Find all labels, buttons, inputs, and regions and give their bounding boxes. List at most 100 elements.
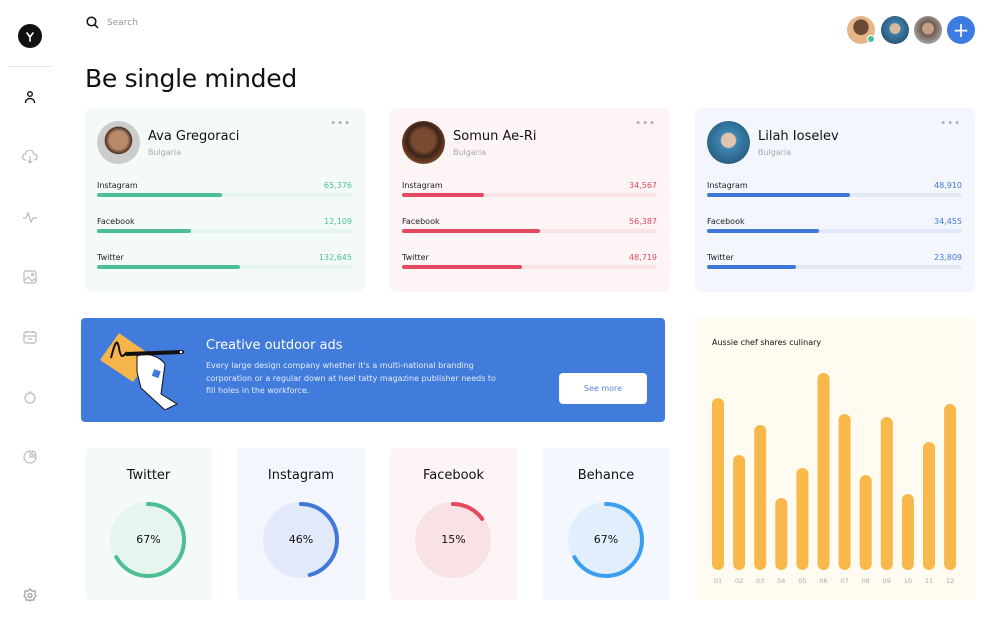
stat-card-percent: 15% [441, 533, 466, 546]
stat-label: Twitter [97, 253, 124, 262]
stat-twitter: Twitter 132,645 [97, 253, 352, 269]
stat-value: 48,910 [934, 181, 962, 190]
signing-hand-illustration [100, 333, 184, 410]
bar-11 [923, 442, 935, 570]
ring-background [262, 502, 339, 578]
progress-fill [97, 229, 192, 233]
search-input[interactable]: Search [107, 17, 138, 28]
bar-12 [944, 404, 957, 570]
progress-fill [97, 265, 240, 269]
timer-icon[interactable] [20, 387, 40, 407]
ring-background [415, 502, 491, 578]
progress-bar [402, 229, 657, 233]
more-options-icon[interactable]: ••• [635, 118, 656, 129]
activity-icon[interactable] [20, 207, 40, 227]
avatar [97, 121, 140, 164]
stat-card-facebook: Facebook 15% [390, 448, 517, 600]
stat-value: 132,645 [318, 253, 352, 262]
sidebar [0, 0, 60, 625]
more-options-icon[interactable]: ••• [330, 118, 351, 129]
x-tick-label: 01 [714, 577, 722, 585]
progress-fill [707, 193, 850, 197]
stat-label: Facebook [402, 217, 440, 226]
stat-value: 65,376 [324, 181, 352, 190]
more-options-icon[interactable]: ••• [940, 118, 961, 129]
bar-05 [796, 468, 809, 570]
bar-chart: 01 02 03 04 05 06 07 08 09 10 11 12 [712, 373, 957, 585]
stat-instagram: Instagram 65,376 [97, 181, 352, 197]
page-title: Be single minded [85, 64, 297, 93]
online-status-icon [867, 35, 875, 43]
profile-country: Bulgaria [148, 148, 182, 157]
stat-label: Facebook [707, 217, 745, 226]
stat-value: 56,387 [629, 217, 657, 226]
profile-icon[interactable] [20, 87, 40, 107]
bar-chart-card: Aussie chef shares culinary 01 02 03 04 05 06… [695, 318, 975, 600]
profile-country: Bulgaria [758, 148, 792, 157]
stat-label: Instagram [97, 181, 138, 190]
x-tick-label: 05 [798, 577, 806, 585]
ring-background [567, 502, 644, 578]
avatar [707, 121, 750, 164]
bar-06 [817, 373, 830, 570]
pie-chart-icon[interactable] [20, 447, 40, 467]
stat-twitter: Twitter 23,809 [707, 253, 962, 269]
profile-name: Lilah Ioselev [758, 129, 839, 144]
stat-card-percent: 67% [136, 533, 161, 546]
settings-icon[interactable] [20, 585, 40, 605]
profile-country: Bulgaria [453, 148, 487, 157]
stat-card-percent: 46% [288, 533, 314, 546]
logo-icon[interactable] [18, 24, 42, 48]
x-tick-label: 12 [946, 577, 954, 585]
stat-label: Twitter [402, 253, 429, 262]
bar-03 [754, 425, 767, 570]
avatar[interactable] [914, 16, 942, 44]
x-tick-label: 04 [777, 577, 785, 585]
sidebar-divider [8, 66, 52, 67]
stat-card-behance: Behance 67% [542, 448, 670, 600]
stat-instagram: Instagram 48,910 [707, 181, 962, 197]
progress-fill [402, 265, 522, 269]
x-tick-label: 10 [904, 577, 912, 585]
bar-08 [859, 475, 872, 570]
progress-bar [97, 265, 352, 269]
stat-value: 34,567 [629, 181, 657, 190]
calendar-icon[interactable] [20, 327, 40, 347]
x-tick-label: 09 [883, 577, 891, 585]
bar-01 [712, 398, 724, 570]
progress-fill [707, 229, 820, 233]
bar-07 [838, 414, 851, 570]
stat-card-title: Behance [577, 468, 635, 483]
ring-arc [262, 502, 339, 578]
stat-twitter: Twitter 48,719 [402, 253, 657, 269]
stat-card-title: Instagram [267, 468, 335, 483]
stat-facebook: Facebook 34,455 [707, 217, 962, 233]
progress-ring [110, 502, 186, 578]
profile-card: Lilah Ioselev Bulgaria ••• Instagram 48,… [695, 108, 975, 292]
progress-bar [402, 193, 657, 197]
search-bar[interactable]: Search [86, 16, 138, 29]
ring-arc [110, 502, 186, 578]
image-icon[interactable] [20, 267, 40, 287]
stat-card-instagram: Instagram 46% [237, 448, 365, 600]
bar-04 [775, 498, 788, 570]
progress-bar [97, 193, 352, 197]
bar-10 [901, 494, 914, 570]
progress-bar [707, 265, 962, 269]
see-more-button[interactable]: See more [559, 373, 647, 404]
bar-02 [733, 455, 746, 570]
x-tick-label: 03 [756, 577, 764, 585]
avatar [402, 121, 445, 164]
profile-card: Ava Gregoraci Bulgaria ••• Instagram 65,… [85, 108, 365, 292]
ring-background [110, 502, 186, 578]
search-icon [86, 16, 99, 29]
x-tick-label: 02 [735, 577, 743, 585]
stat-card-title: Twitter [126, 468, 171, 483]
add-button[interactable]: + [947, 16, 975, 44]
chart-title: Aussie chef shares culinary [712, 338, 822, 347]
cloud-download-icon[interactable] [20, 147, 40, 167]
progress-fill [707, 265, 797, 269]
avatar[interactable] [881, 16, 909, 44]
bar-09 [880, 417, 893, 570]
stat-label: Twitter [707, 253, 734, 262]
